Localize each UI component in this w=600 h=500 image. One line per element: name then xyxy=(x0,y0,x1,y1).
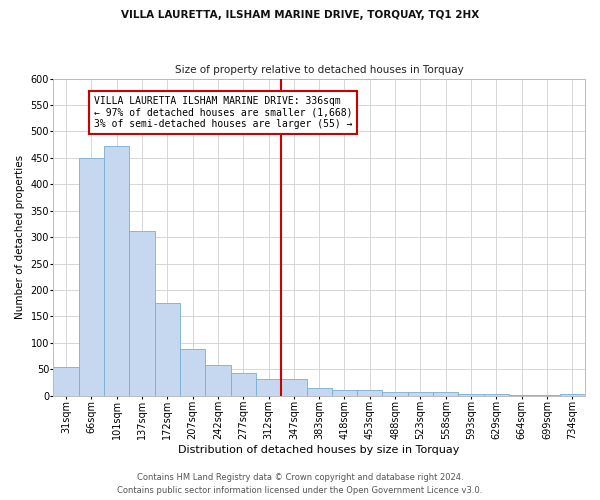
Bar xyxy=(433,392,458,396)
Bar xyxy=(256,379,281,396)
Text: Contains HM Land Registry data © Crown copyright and database right 2024.
Contai: Contains HM Land Registry data © Crown c… xyxy=(118,474,482,495)
Bar xyxy=(509,395,535,396)
Bar xyxy=(281,379,307,396)
Bar xyxy=(382,392,408,396)
Bar xyxy=(560,394,585,396)
Bar xyxy=(79,158,104,396)
Bar xyxy=(408,392,433,396)
X-axis label: Distribution of detached houses by size in Torquay: Distribution of detached houses by size … xyxy=(178,445,460,455)
Bar xyxy=(332,390,357,396)
Bar xyxy=(307,388,332,396)
Title: Size of property relative to detached houses in Torquay: Size of property relative to detached ho… xyxy=(175,65,464,75)
Bar xyxy=(205,365,230,396)
Text: VILLA LAURETTA, ILSHAM MARINE DRIVE, TORQUAY, TQ1 2HX: VILLA LAURETTA, ILSHAM MARINE DRIVE, TOR… xyxy=(121,10,479,20)
Bar xyxy=(230,373,256,396)
Text: VILLA LAURETTA ILSHAM MARINE DRIVE: 336sqm
← 97% of detached houses are smaller : VILLA LAURETTA ILSHAM MARINE DRIVE: 336s… xyxy=(94,96,352,129)
Y-axis label: Number of detached properties: Number of detached properties xyxy=(15,155,25,319)
Bar xyxy=(484,394,509,396)
Bar xyxy=(104,146,129,396)
Bar xyxy=(357,390,382,396)
Bar xyxy=(155,302,180,396)
Bar xyxy=(535,395,560,396)
Bar xyxy=(129,232,155,396)
Bar xyxy=(180,350,205,396)
Bar xyxy=(53,366,79,396)
Bar xyxy=(458,394,484,396)
